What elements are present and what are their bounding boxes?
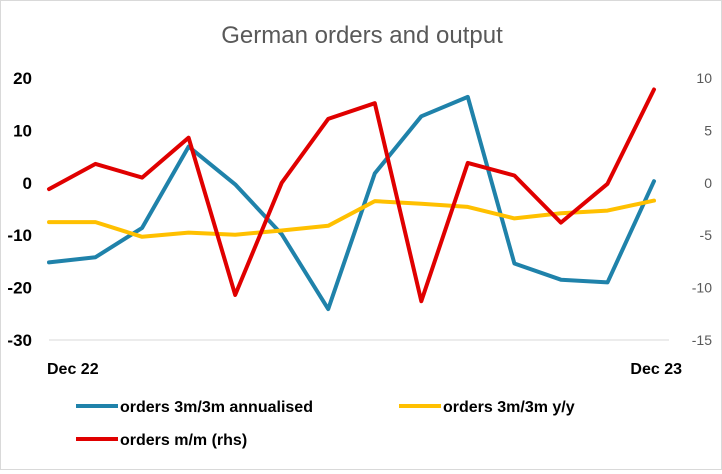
legend-label-orders-3m-3m-yy: orders 3m/3m y/y (443, 399, 575, 416)
left-tick-label: -10 (7, 226, 32, 245)
legend-label-orders-mm-rhs: orders m/m (rhs) (120, 432, 247, 449)
right-tick-label: -5 (700, 227, 713, 243)
legend-item-orders-3m-3m-annualised: orders 3m/3m annualised (76, 399, 313, 416)
x-label-start: Dec 22 (47, 361, 99, 378)
legend-item-orders-mm-rhs: orders m/m (rhs) (76, 432, 247, 449)
right-tick-label: -15 (692, 332, 712, 348)
legend-label-orders-3m-3m-annualised: orders 3m/3m annualised (120, 399, 313, 416)
x-label-end: Dec 23 (630, 361, 682, 378)
series-line-orders-3m-3m-annualised (47, 94, 656, 312)
left-tick-label: -20 (7, 279, 32, 298)
legend-item-orders-3m-3m-yy: orders 3m/3m y/y (399, 399, 575, 416)
right-tick-label: -10 (692, 280, 712, 296)
left-axis: 20 10 0 -10 -20 -30 (7, 69, 32, 350)
right-tick-label: 10 (696, 70, 712, 86)
chart-title: German orders and output (221, 22, 503, 49)
left-tick-label: 10 (13, 121, 32, 140)
left-tick-label: 0 (23, 174, 32, 193)
series-layer (47, 87, 656, 312)
left-tick-label: 20 (13, 69, 32, 88)
right-tick-label: 0 (704, 175, 712, 191)
right-tick-label: 5 (704, 122, 712, 138)
right-axis: 10 5 0 -5 -10 -15 (692, 70, 712, 348)
left-tick-label: -30 (7, 331, 32, 350)
legend: orders 3m/3m annualised orders 3m/3m y/y… (76, 399, 575, 449)
series-line-orders-m-m-rhs (47, 87, 656, 304)
